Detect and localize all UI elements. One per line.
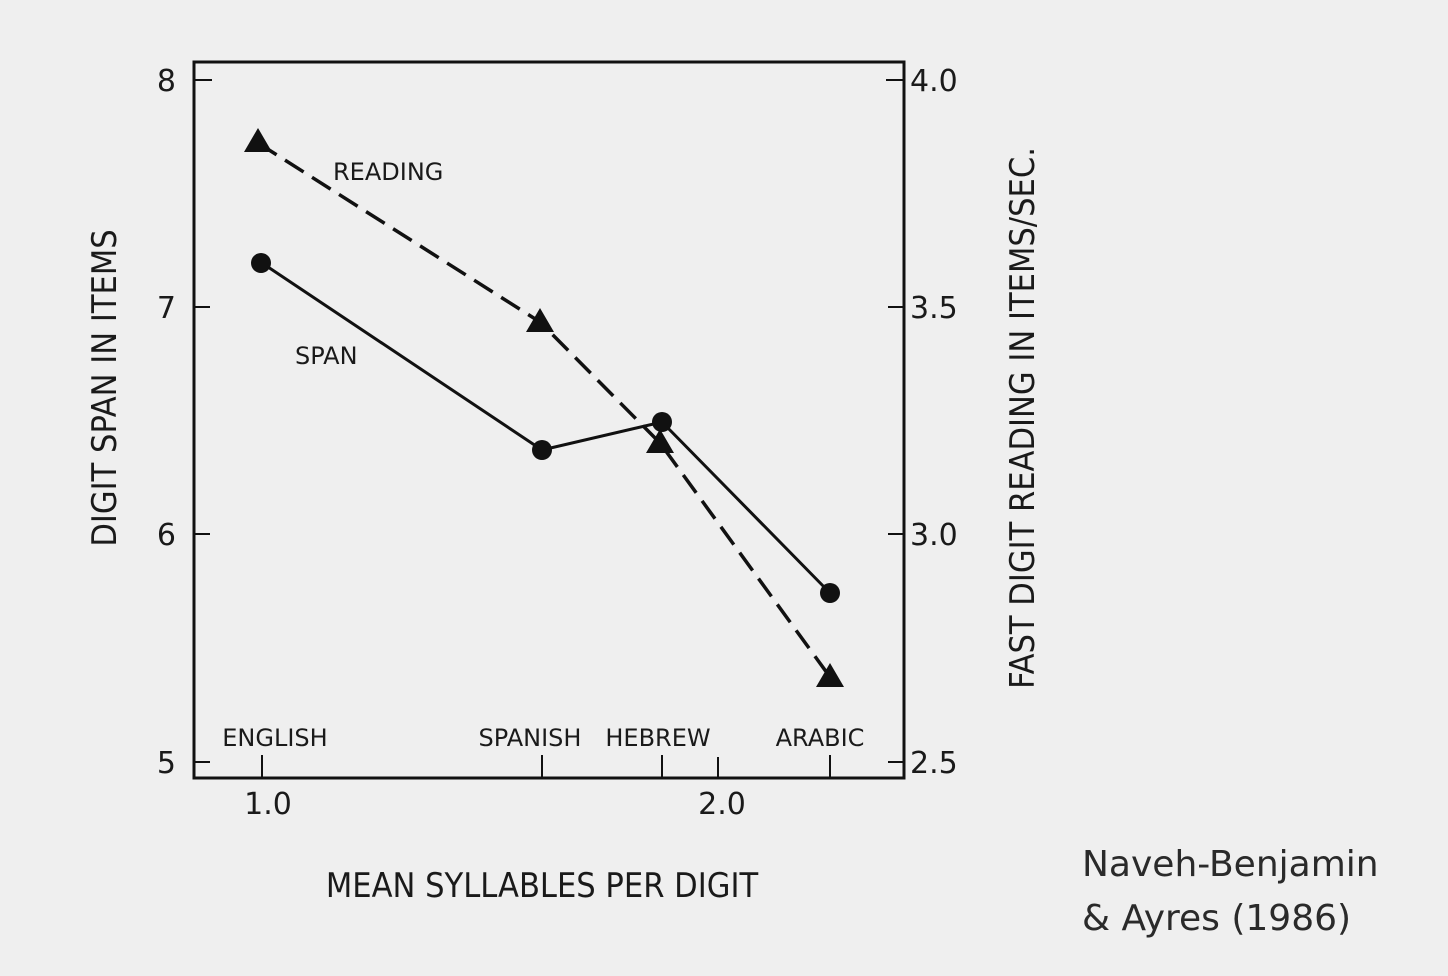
category-spanish: SPANISH	[479, 724, 582, 752]
left-axis-ticks	[194, 79, 212, 763]
triangle-marker-spanish	[526, 308, 554, 332]
y2-tick-2-5: 2.5	[910, 746, 958, 781]
category-english: ENGLISH	[222, 724, 327, 752]
x-axis-labels: 1.0 2.0	[244, 787, 746, 822]
y-tick-5: 5	[157, 746, 176, 781]
span-series	[251, 253, 840, 603]
citation-year: & Ayres (1986)	[1082, 898, 1352, 939]
left-axis-labels: 8 7 6 5	[157, 64, 176, 781]
circle-marker-english	[251, 253, 271, 273]
right-axis-labels: 4.0 3.5 3.0 2.5	[910, 64, 958, 781]
span-annotation: SPAN	[295, 342, 358, 370]
reading-annotation: READING	[333, 158, 443, 186]
plot-frame	[192, 60, 906, 780]
y-tick-7: 7	[157, 291, 176, 326]
triangle-marker-english	[244, 128, 272, 152]
x-axis-ticks	[261, 755, 831, 778]
x-tick-1-0: 1.0	[244, 787, 292, 822]
category-hebrew: HEBREW	[605, 724, 710, 752]
reading-series	[244, 128, 844, 687]
y2-tick-3-0: 3.0	[910, 518, 958, 553]
language-labels: ENGLISH SPANISH HEBREW ARABIC	[222, 724, 864, 752]
citation-authors: Naveh-Benjamin	[1082, 844, 1379, 885]
y-tick-6: 6	[157, 518, 176, 553]
y2-axis-title: FAST DIGIT READING IN ITEMS/SEC.	[1003, 147, 1043, 689]
x-axis-title: MEAN SYLLABLES PER DIGIT	[326, 866, 759, 906]
right-axis-ticks	[886, 79, 904, 763]
y-tick-8: 8	[157, 64, 176, 99]
triangle-marker-arabic	[816, 663, 844, 687]
reading-line	[257, 141, 832, 679]
x-tick-2-0: 2.0	[698, 787, 746, 822]
circle-marker-hebrew	[652, 412, 672, 432]
circle-marker-arabic	[820, 583, 840, 603]
span-line	[261, 261, 832, 595]
y2-tick-3-5: 3.5	[910, 291, 958, 326]
circle-marker-spanish	[532, 440, 552, 460]
y2-tick-4-0: 4.0	[910, 64, 958, 99]
category-arabic: ARABIC	[776, 724, 865, 752]
y-axis-title: DIGIT SPAN IN ITEMS	[85, 229, 125, 546]
citation: Naveh-Benjamin & Ayres (1986)	[1082, 838, 1379, 946]
triangle-marker-hebrew	[646, 429, 674, 453]
